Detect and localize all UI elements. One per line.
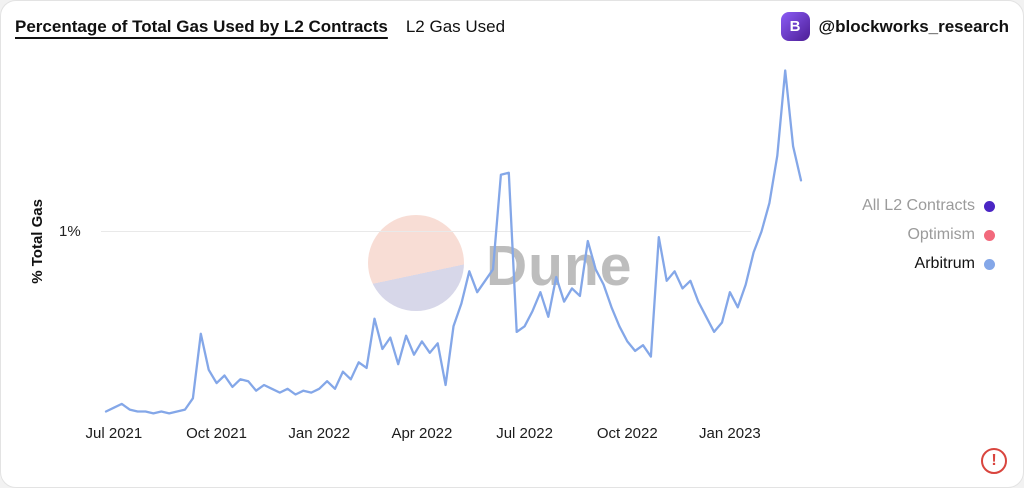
y-axis-title: % Total Gas: [29, 199, 46, 284]
legend-label: All L2 Contracts: [862, 197, 975, 214]
x-tick-label: Oct 2021: [186, 425, 247, 442]
line-chart: [101, 69, 803, 415]
x-tick-label: Jul 2021: [85, 425, 143, 442]
chart-title: Percentage of Total Gas Used by L2 Contr…: [15, 17, 388, 36]
x-tick-label: Jan 2022: [288, 425, 351, 442]
legend-label: Arbitrum: [914, 255, 975, 272]
plot-area: Dune: [101, 61, 811, 421]
y-tick-label: 1%: [59, 222, 81, 240]
alert-glyph: !: [991, 452, 997, 469]
legend: All L2 Contracts Optimism Arbitrum: [862, 197, 995, 273]
legend-dot-icon: [984, 258, 995, 270]
x-tick-label: Jul 2022: [496, 425, 553, 442]
account-badge[interactable]: B @blockworks_research: [780, 12, 1009, 41]
legend-item[interactable]: Arbitrum: [915, 255, 995, 273]
x-tick-label: Jan 2023: [699, 425, 761, 442]
header: Percentage of Total Gas Used by L2 Contr…: [15, 17, 505, 37]
legend-item[interactable]: All L2 Contracts: [862, 197, 995, 215]
legend-dot-icon: [984, 229, 995, 241]
blockworks-logo-icon: B: [780, 12, 810, 41]
alert-icon[interactable]: !: [981, 448, 1007, 474]
x-axis: Jul 2021 Oct 2021 Jan 2022 Apr 2022 Jul 2022…: [1, 425, 1023, 447]
legend-label: Optimism: [907, 226, 975, 243]
legend-dot-icon: [984, 200, 995, 212]
chart-subtitle: L2 Gas Used: [405, 17, 506, 36]
arbitrum-series-line: [104, 69, 803, 415]
legend-item[interactable]: Optimism: [907, 226, 995, 244]
x-tick-label: Apr 2022: [391, 425, 453, 442]
account-handle: @blockworks_research: [818, 16, 1009, 36]
x-tick-label: Oct 2022: [596, 425, 658, 442]
